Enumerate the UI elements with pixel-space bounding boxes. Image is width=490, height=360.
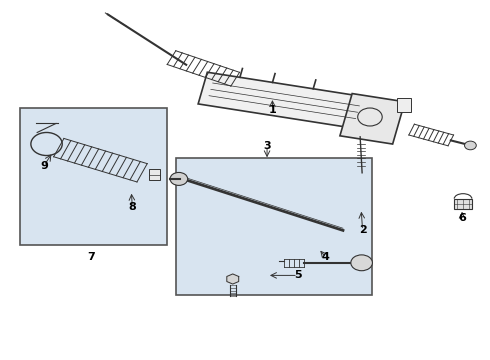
Circle shape	[465, 141, 476, 150]
Text: 1: 1	[269, 105, 276, 115]
Text: 2: 2	[359, 225, 367, 235]
Text: 7: 7	[87, 252, 95, 262]
Text: 3: 3	[263, 141, 271, 151]
Bar	[176, 158, 372, 295]
Bar	[397, 98, 411, 112]
Text: 6: 6	[458, 213, 466, 223]
Bar	[149, 169, 160, 180]
Bar	[20, 108, 167, 245]
Polygon shape	[340, 94, 405, 144]
Polygon shape	[227, 274, 239, 284]
Circle shape	[351, 255, 372, 271]
Bar	[454, 199, 472, 209]
Circle shape	[170, 172, 188, 185]
Text: 8: 8	[128, 202, 136, 212]
Text: 5: 5	[294, 270, 302, 280]
Polygon shape	[198, 72, 370, 129]
Text: 4: 4	[322, 252, 330, 262]
Text: 9: 9	[40, 161, 48, 171]
